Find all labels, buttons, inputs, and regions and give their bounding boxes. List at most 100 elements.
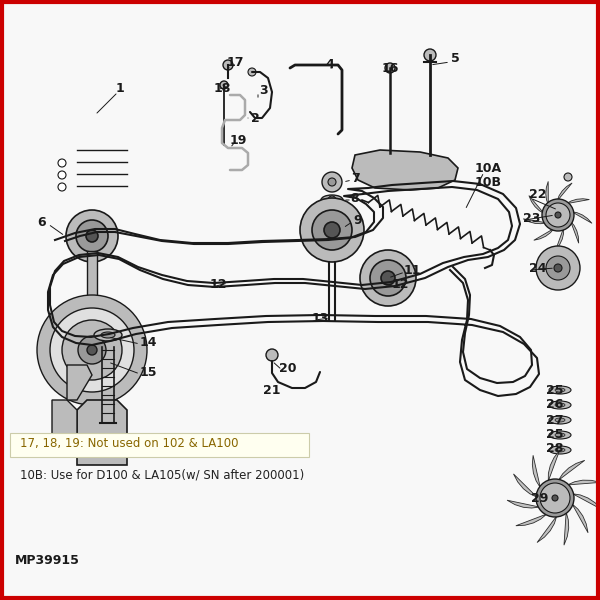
- Circle shape: [546, 203, 570, 227]
- Polygon shape: [546, 181, 548, 205]
- Text: 4: 4: [326, 58, 334, 71]
- Polygon shape: [568, 480, 600, 485]
- Ellipse shape: [549, 431, 571, 439]
- Text: 12: 12: [209, 278, 227, 292]
- Ellipse shape: [555, 388, 565, 392]
- Polygon shape: [559, 460, 585, 481]
- Text: MP39915: MP39915: [15, 553, 80, 566]
- Polygon shape: [572, 212, 592, 223]
- Polygon shape: [507, 500, 539, 508]
- Polygon shape: [523, 219, 547, 224]
- Circle shape: [76, 220, 108, 252]
- FancyBboxPatch shape: [10, 433, 309, 457]
- Circle shape: [78, 336, 106, 364]
- Bar: [87, 251, 97, 331]
- Circle shape: [322, 172, 342, 192]
- Circle shape: [540, 483, 570, 513]
- Circle shape: [328, 196, 336, 204]
- Text: 10B: Use for D100 & LA105(w/ SN after 200001): 10B: Use for D100 & LA105(w/ SN after 20…: [20, 469, 304, 481]
- Circle shape: [536, 246, 580, 290]
- Text: 17: 17: [226, 55, 244, 68]
- Text: 14: 14: [139, 335, 157, 349]
- Ellipse shape: [549, 416, 571, 424]
- Text: 18: 18: [214, 82, 230, 94]
- Circle shape: [37, 295, 147, 405]
- Polygon shape: [572, 504, 588, 533]
- Text: 11: 11: [403, 263, 421, 277]
- Text: 10A: 10A: [475, 161, 502, 175]
- Circle shape: [424, 49, 436, 61]
- Polygon shape: [77, 400, 127, 465]
- Circle shape: [300, 198, 364, 262]
- Polygon shape: [532, 455, 541, 488]
- Text: 17, 18, 19: Not used on 102 & LA100: 17, 18, 19: Not used on 102 & LA100: [20, 437, 239, 451]
- Polygon shape: [514, 474, 537, 497]
- Polygon shape: [529, 196, 544, 214]
- Polygon shape: [516, 514, 547, 526]
- Text: 13: 13: [311, 311, 329, 325]
- Text: 23: 23: [523, 211, 541, 224]
- Text: 26: 26: [547, 398, 563, 412]
- Text: 9: 9: [353, 214, 362, 226]
- Circle shape: [554, 264, 562, 272]
- Circle shape: [546, 256, 570, 280]
- Circle shape: [58, 183, 66, 191]
- Polygon shape: [557, 183, 572, 201]
- Ellipse shape: [549, 446, 571, 454]
- Circle shape: [328, 178, 336, 186]
- Text: 8: 8: [350, 191, 359, 205]
- Polygon shape: [537, 516, 557, 542]
- Circle shape: [381, 271, 395, 285]
- Circle shape: [564, 173, 572, 181]
- Circle shape: [555, 212, 561, 218]
- Text: 29: 29: [532, 491, 548, 505]
- Text: 28: 28: [547, 442, 563, 455]
- Ellipse shape: [549, 386, 571, 394]
- Circle shape: [62, 320, 122, 380]
- Circle shape: [220, 81, 228, 89]
- Circle shape: [86, 230, 98, 242]
- Text: 7: 7: [350, 172, 359, 185]
- Text: 10B: 10B: [475, 175, 502, 188]
- Polygon shape: [52, 400, 77, 445]
- Ellipse shape: [555, 418, 565, 422]
- Polygon shape: [566, 199, 589, 204]
- Polygon shape: [67, 365, 92, 400]
- Text: 22: 22: [529, 188, 547, 202]
- Polygon shape: [572, 494, 600, 509]
- Circle shape: [58, 159, 66, 167]
- Circle shape: [50, 308, 134, 392]
- Ellipse shape: [555, 403, 565, 407]
- Circle shape: [66, 210, 118, 262]
- Ellipse shape: [549, 401, 571, 409]
- Text: 3: 3: [259, 83, 268, 97]
- Ellipse shape: [101, 332, 115, 338]
- Polygon shape: [352, 150, 458, 190]
- Circle shape: [312, 210, 352, 250]
- Circle shape: [266, 349, 278, 361]
- Circle shape: [552, 495, 558, 501]
- Ellipse shape: [555, 433, 565, 437]
- Text: 15: 15: [139, 365, 157, 379]
- Text: 24: 24: [529, 262, 547, 275]
- Text: 5: 5: [451, 52, 460, 64]
- Circle shape: [324, 222, 340, 238]
- Circle shape: [385, 63, 395, 73]
- Polygon shape: [534, 229, 554, 240]
- Circle shape: [360, 250, 416, 306]
- Text: 6: 6: [38, 215, 46, 229]
- Circle shape: [87, 345, 97, 355]
- Polygon shape: [564, 512, 569, 545]
- Text: 25: 25: [546, 383, 564, 397]
- Circle shape: [58, 171, 66, 179]
- Circle shape: [223, 60, 233, 70]
- Ellipse shape: [321, 195, 343, 205]
- Circle shape: [542, 199, 574, 231]
- Polygon shape: [548, 450, 560, 481]
- Circle shape: [248, 68, 256, 76]
- Text: 20: 20: [279, 361, 297, 374]
- Text: 16: 16: [382, 61, 398, 74]
- Text: 12: 12: [391, 278, 409, 292]
- Ellipse shape: [555, 448, 565, 452]
- Circle shape: [536, 479, 574, 517]
